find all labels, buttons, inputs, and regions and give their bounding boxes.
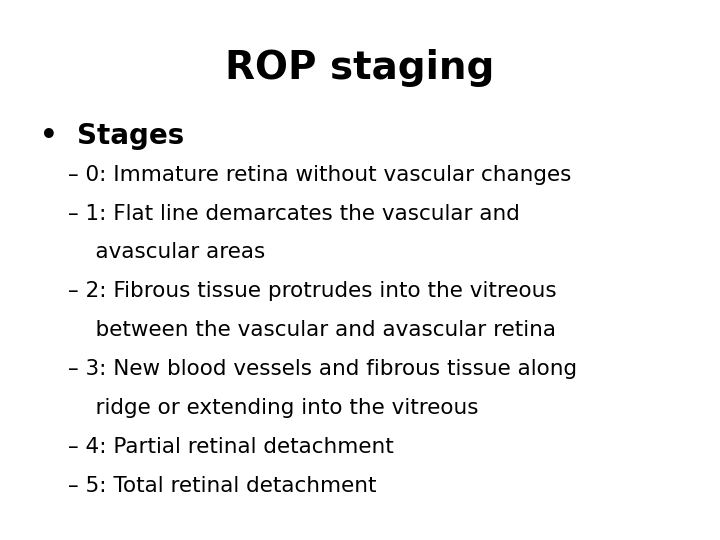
Text: ROP staging: ROP staging xyxy=(225,49,495,86)
Text: between the vascular and avascular retina: between the vascular and avascular retin… xyxy=(68,320,557,340)
Text: avascular areas: avascular areas xyxy=(68,242,266,262)
Text: – 3: New blood vessels and fibrous tissue along: – 3: New blood vessels and fibrous tissu… xyxy=(68,359,577,379)
Text: ridge or extending into the vitreous: ridge or extending into the vitreous xyxy=(68,398,479,418)
Text: – 1: Flat line demarcates the vascular and: – 1: Flat line demarcates the vascular a… xyxy=(68,204,521,224)
Text: – 4: Partial retinal detachment: – 4: Partial retinal detachment xyxy=(68,437,394,457)
Text: – 0: Immature retina without vascular changes: – 0: Immature retina without vascular ch… xyxy=(68,165,572,185)
Text: •  Stages: • Stages xyxy=(40,122,184,150)
Text: – 2: Fibrous tissue protrudes into the vitreous: – 2: Fibrous tissue protrudes into the v… xyxy=(68,281,557,301)
Text: – 5: Total retinal detachment: – 5: Total retinal detachment xyxy=(68,476,377,496)
